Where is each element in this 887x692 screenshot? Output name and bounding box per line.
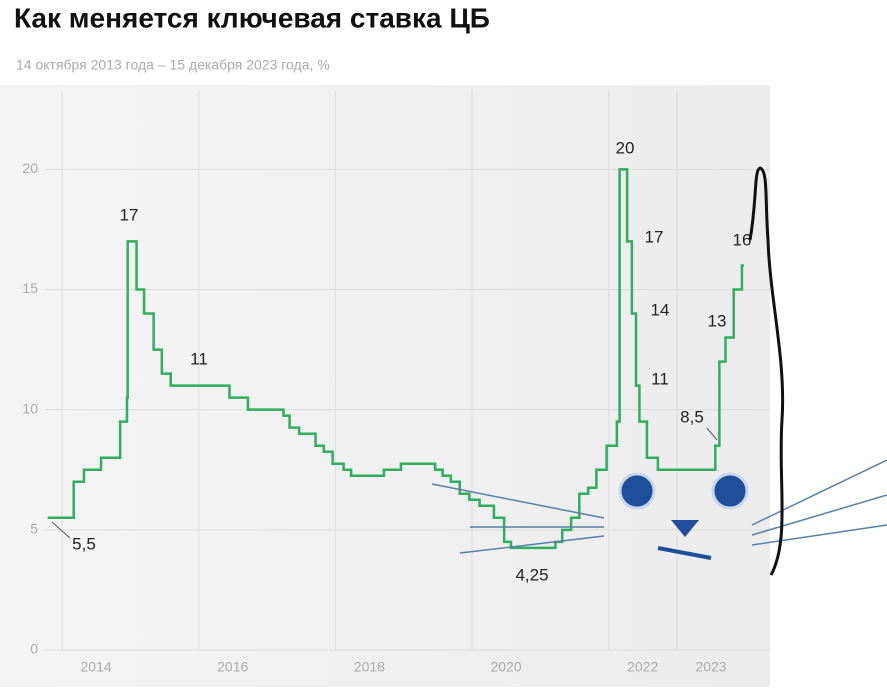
annotation: 13 <box>708 311 727 330</box>
annotation: 17 <box>645 227 664 246</box>
y-tick-label: 10 <box>22 400 38 416</box>
chart-title: Как меняется ключевая ставка ЦБ <box>14 2 490 33</box>
y-tick-label: 15 <box>22 280 38 296</box>
cat-nose <box>671 520 699 537</box>
leader-line <box>706 427 718 441</box>
whisker <box>431 483 605 519</box>
x-tick-label: 2018 <box>354 659 385 675</box>
annotation: 8,5 <box>680 407 704 426</box>
x-tick-label: 2023 <box>695 659 726 675</box>
annotation: 16 <box>733 230 752 249</box>
whisker <box>751 459 887 526</box>
cat-eye <box>618 472 656 510</box>
x-tick-label: 2022 <box>627 659 658 675</box>
chart-subtitle: 14 октября 2013 года – 15 декабря 2023 г… <box>16 57 330 73</box>
whisker <box>751 494 887 536</box>
annotation: 14 <box>651 300 670 319</box>
cat-mouth <box>657 546 712 560</box>
x-tick-label: 2016 <box>217 659 248 675</box>
leader-line <box>51 521 71 539</box>
annotation: 5,5 <box>72 534 96 553</box>
whisker <box>751 524 887 546</box>
cat-doodle <box>431 166 887 576</box>
x-tick-label: 2014 <box>81 659 112 675</box>
x-tick-label: 2020 <box>490 659 521 675</box>
whisker <box>459 535 605 554</box>
y-tick-label: 0 <box>30 641 38 657</box>
annotation: 11 <box>651 369 669 388</box>
line <box>47 168 744 550</box>
y-tick-label: 20 <box>22 160 38 176</box>
y-tick-label: 5 <box>30 521 38 537</box>
cat-eye <box>711 472 749 510</box>
annotation: 4,25 <box>515 565 548 584</box>
plot <box>47 168 744 550</box>
cat-tail <box>748 166 785 576</box>
annotation: 20 <box>616 138 635 157</box>
annotation: 11 <box>190 349 208 368</box>
annotation: 17 <box>120 205 139 224</box>
